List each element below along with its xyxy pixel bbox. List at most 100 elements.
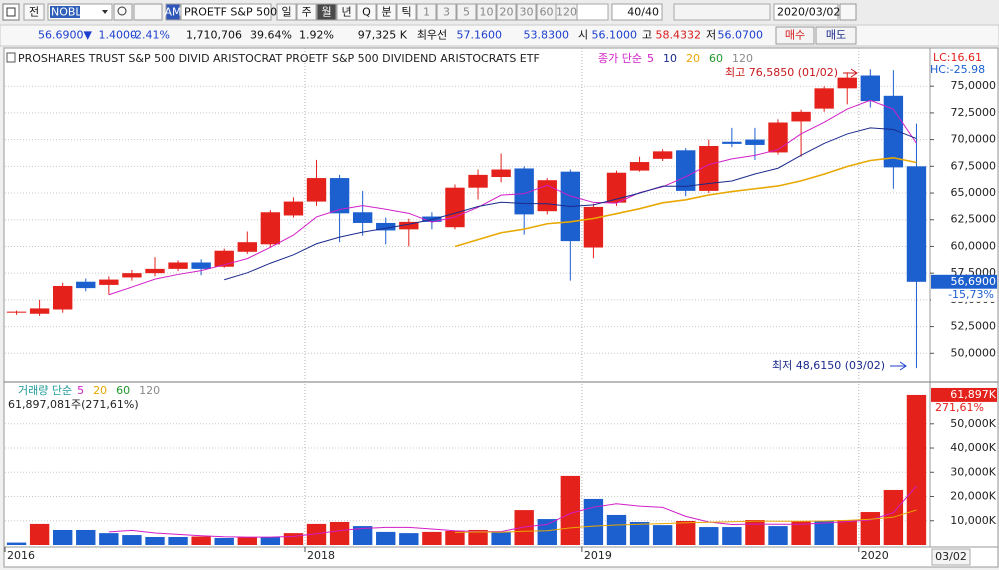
ma-line [454,509,917,534]
legend-entry: 120 [732,52,753,65]
candle-body [768,122,788,153]
x-tick-label: 2018 [307,549,335,562]
volume-bar [237,537,257,545]
candle-body [29,308,50,314]
toolbar-box[interactable] [336,3,357,21]
toolbar-label: 20 [500,6,514,19]
volume-bar [329,521,350,545]
volume-bar [814,521,834,545]
search-button[interactable] [113,3,133,21]
lc-label: LC:16.61 [933,51,982,64]
candle-body [145,268,165,274]
candle-body [652,151,673,159]
toolbar-box[interactable] [456,3,477,21]
last-ratio-label: 271,61% [935,401,984,414]
low-arrow [890,361,907,371]
y-tick-label: 10,000K [950,514,996,527]
toolbar-label: PROETF S&P 500 [184,6,277,19]
candle-body [168,262,188,269]
toolbar-box[interactable] [611,3,663,21]
last-change-bg [931,288,997,302]
volume-bar [722,527,742,545]
volume-bar [791,521,811,545]
toolbar-label: 120 [556,6,577,19]
toolbar-box[interactable] [773,3,839,21]
sound-button[interactable] [133,3,163,21]
toolbar-label: Q [362,6,371,19]
candle-body [399,221,419,230]
volume-bar [699,527,719,545]
volume-bar [860,512,881,545]
volume-bar [145,537,165,545]
volume-bar [445,530,465,545]
y-tick-label: 50,0000 [951,346,997,359]
search-glyph [117,6,127,16]
toolbar-box[interactable] [416,3,437,21]
order-button[interactable] [775,26,815,45]
toolbar-label: 1 [423,6,430,19]
candle-body [306,178,327,202]
volume-bar [352,526,373,545]
quote-bar-bg [0,24,999,47]
toolbar-box[interactable] [165,3,181,21]
volume-bar [29,523,50,545]
tool-icons[interactable] [673,3,771,21]
candle-body [491,169,511,178]
toolbar-box[interactable] [316,3,337,21]
quote-value: 53.8300 [524,29,570,42]
volume-bar [514,510,534,545]
x-tick-label: 2020 [861,549,889,562]
volume-bar [306,523,327,545]
volume-bar [191,536,211,545]
candle-body [883,95,904,168]
quote-value: -2.41% [131,29,170,42]
volume-legend-title: 거래량 단순 [18,384,72,397]
toolbar-label: 10 [480,6,494,19]
toolbar-box[interactable] [555,3,578,21]
y-tick-label: 65,0000 [951,186,997,199]
toolbar-label: 40/40 [627,6,659,19]
volume-bar [52,529,73,545]
toolbar-box[interactable] [396,3,417,21]
candle-body [214,250,234,267]
candle-body [583,206,604,248]
candle-body [99,279,119,285]
toolbar-box[interactable] [496,3,517,21]
toolbar-label: 2020/03/02 [777,6,840,19]
legend-entry: 10 [663,52,677,65]
legend-title: 종가 단순 [598,52,642,65]
y-tick-label: 62,5000 [951,213,997,226]
toolbar-box[interactable] [356,3,377,21]
candle-body [606,172,627,203]
menu-icon[interactable] [2,3,20,21]
toolbar-box[interactable] [296,3,317,21]
volume-bar [652,525,673,545]
toolbar-box[interactable] [516,3,537,21]
quote-value: 최우선 [417,29,447,42]
candle-body [329,178,350,214]
high-arrow [843,68,858,78]
candle-body [237,242,257,252]
cursor-date: 03/02 [935,550,967,563]
quote-value: 56.1000 [592,29,638,42]
quote-value: 97,325 K [358,29,408,42]
y-tick-label: 70,0000 [951,133,997,146]
toolbar-box[interactable] [23,3,45,21]
legend-entry: 5 [647,52,654,65]
toolbar-box[interactable] [376,3,397,21]
candle-body [191,262,211,269]
calendar-button[interactable] [839,3,857,21]
toolbar-label: 일 [281,5,291,19]
order-button[interactable] [815,26,857,45]
toolbar-label: 전 [29,6,39,19]
toolbar-box[interactable] [180,3,272,21]
toolbar-box[interactable] [476,3,497,21]
volume-bar [6,542,27,545]
toolbar-label: 3 [443,6,450,19]
y-tick-label: 40,000K [950,441,996,454]
candle-body [76,281,96,289]
toolbar-box[interactable] [276,3,297,21]
toolbar-label: 60 [540,6,554,19]
toolbar-box[interactable] [436,3,457,21]
